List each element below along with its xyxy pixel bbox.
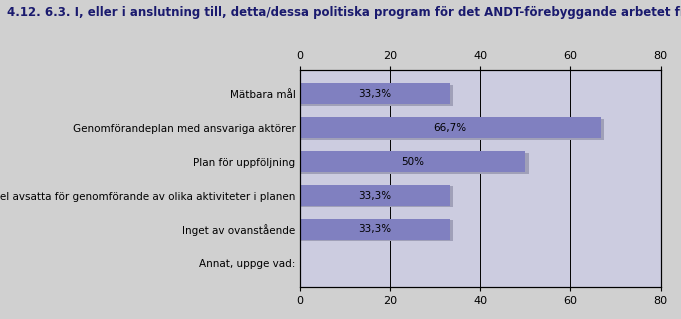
Bar — [300, 117, 601, 138]
Bar — [300, 219, 450, 240]
Bar — [301, 152, 529, 174]
Bar — [301, 119, 604, 140]
Bar — [300, 151, 525, 172]
Bar — [301, 186, 454, 207]
Bar — [301, 85, 454, 106]
Text: 33,3%: 33,3% — [358, 89, 392, 99]
Text: 4.12. 6.3. I, eller i anslutning till, detta/dessa politiska program för det AND: 4.12. 6.3. I, eller i anslutning till, d… — [7, 6, 681, 19]
Bar — [301, 220, 454, 241]
Text: 66,7%: 66,7% — [434, 123, 466, 133]
Text: 50%: 50% — [401, 157, 424, 167]
Bar — [300, 83, 450, 104]
Bar — [300, 185, 450, 206]
Text: 33,3%: 33,3% — [358, 225, 392, 234]
Text: 33,3%: 33,3% — [358, 190, 392, 201]
